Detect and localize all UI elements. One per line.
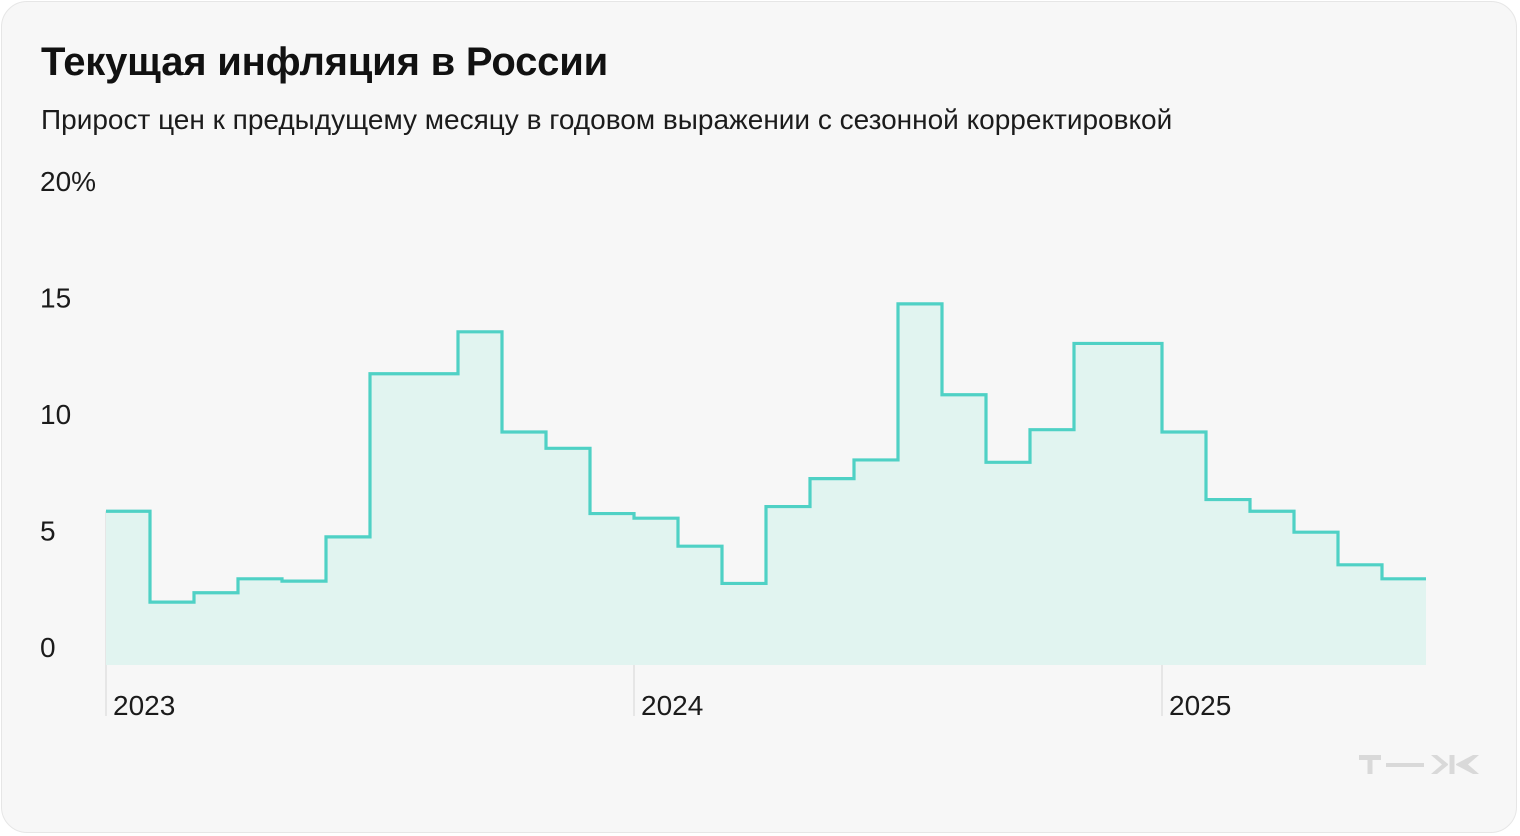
x-axis: 2023 2024 2025 xyxy=(113,690,1231,721)
y-tick-label: 10 xyxy=(40,399,71,430)
x-tick-label: 2023 xyxy=(113,690,175,721)
month-step-mark xyxy=(414,374,458,665)
y-axis: 0 5 10 15 20% xyxy=(40,166,96,663)
month-step-mark xyxy=(370,374,414,665)
month-step-mark xyxy=(1162,432,1206,665)
month-step-mark xyxy=(238,579,282,665)
month-step-mark xyxy=(942,395,986,665)
month-step-mark xyxy=(1294,532,1338,665)
month-step-mark xyxy=(1074,343,1118,665)
y-tick-label: 0 xyxy=(40,632,56,663)
month-step-mark xyxy=(898,304,942,665)
chart-marks xyxy=(106,304,1426,665)
month-step-mark xyxy=(1338,565,1382,665)
month-step-mark xyxy=(634,518,678,665)
month-step-mark xyxy=(282,581,326,665)
month-step-mark xyxy=(722,583,766,665)
month-step-mark xyxy=(1030,430,1074,665)
month-step-mark xyxy=(854,460,898,665)
month-step-mark xyxy=(590,514,634,665)
y-tick-label: 20% xyxy=(40,166,96,197)
month-step-mark xyxy=(678,546,722,665)
month-step-mark xyxy=(1250,511,1294,665)
month-step-mark xyxy=(150,602,194,665)
month-step-mark xyxy=(106,511,150,665)
month-step-mark xyxy=(502,432,546,665)
month-step-mark xyxy=(766,507,810,665)
x-tick-label: 2024 xyxy=(641,690,703,721)
month-step-mark xyxy=(1206,500,1250,665)
y-tick-label: 15 xyxy=(40,283,71,314)
y-tick-label: 5 xyxy=(40,516,56,547)
month-step-mark xyxy=(326,537,370,665)
month-step-mark xyxy=(986,462,1030,665)
month-step-mark xyxy=(194,593,238,665)
month-step-mark xyxy=(1382,579,1426,665)
month-step-mark xyxy=(810,479,854,665)
tzh-logo-icon xyxy=(1359,755,1479,774)
month-step-mark xyxy=(1118,343,1162,665)
month-step-mark xyxy=(458,332,502,665)
month-step-mark xyxy=(546,448,590,665)
inflation-area xyxy=(106,303,1426,665)
x-tick-label: 2025 xyxy=(1169,690,1231,721)
inflation-step-line xyxy=(106,302,1426,604)
chart-subtitle: Прирост цен к предыдущему месяцу в годов… xyxy=(41,104,1173,135)
chart-title: Текущая инфляция в России xyxy=(41,40,608,84)
